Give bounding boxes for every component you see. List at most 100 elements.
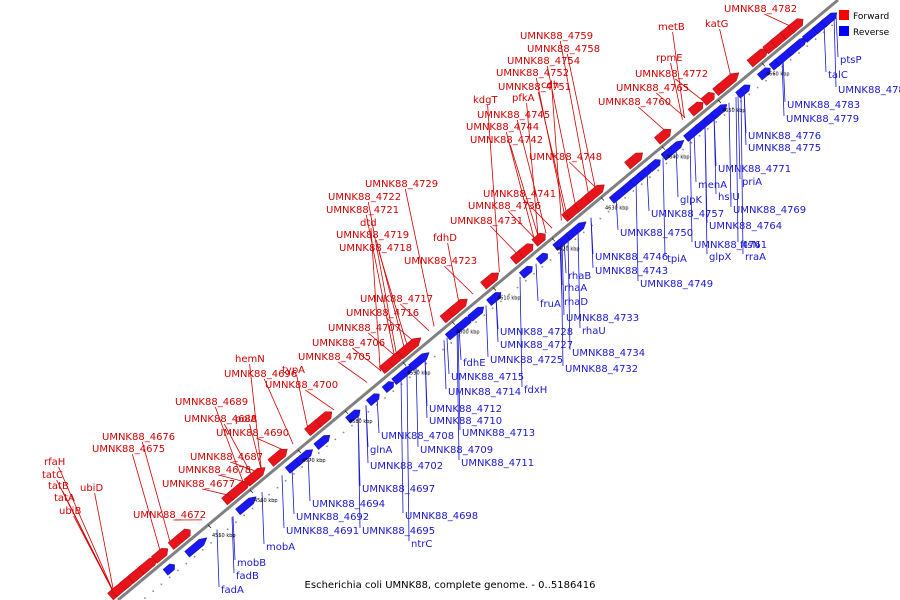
forward-leader <box>505 131 536 243</box>
reverse-leader <box>376 396 380 434</box>
forward-leader <box>509 144 540 240</box>
forward-gene-label: metB <box>658 22 685 33</box>
reverse-gene-arrow <box>184 537 208 558</box>
reverse-gene-label: UMNK88_4776 <box>748 131 821 142</box>
forward-leader <box>719 28 732 79</box>
tick-mark <box>661 146 666 150</box>
guide-dot <box>657 169 660 172</box>
guide-dot <box>524 279 527 282</box>
reverse-leader <box>728 102 732 208</box>
forward-gene-label: UMNK88_4736 <box>468 201 541 212</box>
forward-leader <box>305 389 335 411</box>
forward-gene-label: UMNK88_4729 <box>365 179 438 190</box>
reverse-leader <box>457 328 461 431</box>
forward-leader <box>73 515 115 594</box>
tick-label: 4560 kbp <box>254 498 278 504</box>
forward-leader <box>370 227 381 372</box>
forward-leader <box>338 361 368 383</box>
forward-gene-label: UMNK88_4751 <box>498 82 571 93</box>
reverse-leader <box>823 23 827 73</box>
reverse-gene-label: UMNK88_4727 <box>500 340 573 351</box>
guide-dot <box>317 452 320 455</box>
reverse-leader <box>635 180 639 282</box>
forward-gene-arrow <box>267 448 288 467</box>
tick-label: 4600 kbp <box>456 330 480 336</box>
guide-dot <box>599 217 602 220</box>
reverse-leader <box>833 15 837 88</box>
forward-leader <box>400 303 430 332</box>
reverse-leader <box>693 131 697 183</box>
guide-dot <box>690 141 693 144</box>
forward-leader <box>523 198 553 229</box>
guide-dot <box>491 307 494 310</box>
guide-dot <box>798 52 800 54</box>
forward-gene-label: UMNK88_4759 <box>520 31 593 42</box>
reverse-gene-label: rhaA <box>564 283 587 294</box>
tick-mark <box>297 449 302 454</box>
forward-leader <box>546 65 577 209</box>
reverse-gene-label: ftsN <box>740 240 760 251</box>
forward-gene-label: UMNK88_4689 <box>175 397 248 408</box>
reverse-gene-arrow <box>486 292 502 306</box>
forward-leader <box>214 406 245 486</box>
reverse-gene-label: ntrC <box>411 539 432 550</box>
reverse-leader <box>519 276 523 388</box>
forward-gene-label: UMNK88_4782 <box>724 4 797 15</box>
guide-dot <box>682 148 684 151</box>
forward-gene-arrow <box>314 411 333 428</box>
tick-label: 4620 kbp <box>556 246 580 252</box>
guide-dot <box>483 314 486 317</box>
forward-leader <box>368 332 398 358</box>
reverse-leader <box>675 146 679 198</box>
guide-dot <box>806 45 809 47</box>
reverse-leader <box>415 363 419 448</box>
reverse-leader <box>835 13 839 58</box>
forward-gene-label: fdhD <box>433 233 457 244</box>
forward-gene-label: UMNK88_4717 <box>360 294 433 305</box>
forward-gene-label: UMNK88_4688 <box>184 414 257 425</box>
tick-mark <box>717 99 722 104</box>
reverse-gene-label: priA <box>742 177 762 188</box>
forward-gene-label: UMNK88_4716 <box>346 308 419 319</box>
guide-dot <box>665 162 668 165</box>
reverse-leader <box>307 453 311 502</box>
reverse-leader <box>216 529 220 588</box>
guide-dot <box>359 417 362 420</box>
reverse-gene-label: UMNK88_4709 <box>420 445 493 456</box>
reverse-gene-label: tpiA <box>667 254 687 265</box>
reverse-leader <box>424 356 428 419</box>
forward-gene-label: UMNK88_4742 <box>470 135 543 146</box>
guide-dot <box>284 479 287 482</box>
guide-dot <box>773 72 776 75</box>
forward-gene-label: rpmE <box>656 53 683 64</box>
forward-leader <box>675 78 705 102</box>
forward-gene-label: UMNK88_4677 <box>162 479 235 490</box>
guide-dot <box>218 535 221 537</box>
tick-label: 4580 kbp <box>349 419 373 425</box>
reverse-gene-label: UMNK88_4711 <box>461 458 534 469</box>
guide-dot <box>442 348 444 351</box>
guide-dot <box>243 514 246 517</box>
reverse-leader <box>577 228 581 329</box>
forward-gene-arrow <box>243 467 266 487</box>
tick-label: 4640 kbp <box>666 155 690 161</box>
reverse-gene-arrow <box>535 252 548 265</box>
forward-gene-label: UMNK88_4748 <box>529 152 602 163</box>
reverse-gene-label: UMNK88_4713 <box>462 428 535 439</box>
guide-dot <box>185 562 188 565</box>
guide-dot <box>715 121 718 123</box>
reverse-gene-label: UMNK88_4695 <box>362 526 435 537</box>
reverse-gene-label: fdhE <box>463 358 486 369</box>
forward-gene-arrow <box>746 48 769 68</box>
reverse-gene-arrow <box>646 159 661 172</box>
forward-gene-label: UMNK88_4765 <box>616 83 689 94</box>
guide-dot <box>367 410 370 413</box>
forward-leader <box>58 466 115 594</box>
guide-dot <box>450 341 453 344</box>
forward-leader <box>447 242 460 306</box>
forward-leader <box>566 53 597 192</box>
forward-gene-arrow <box>653 128 672 145</box>
reverse-gene-arrow <box>294 449 313 466</box>
reverse-leader <box>743 90 747 146</box>
reverse-gene-label: rhaD <box>564 297 588 308</box>
